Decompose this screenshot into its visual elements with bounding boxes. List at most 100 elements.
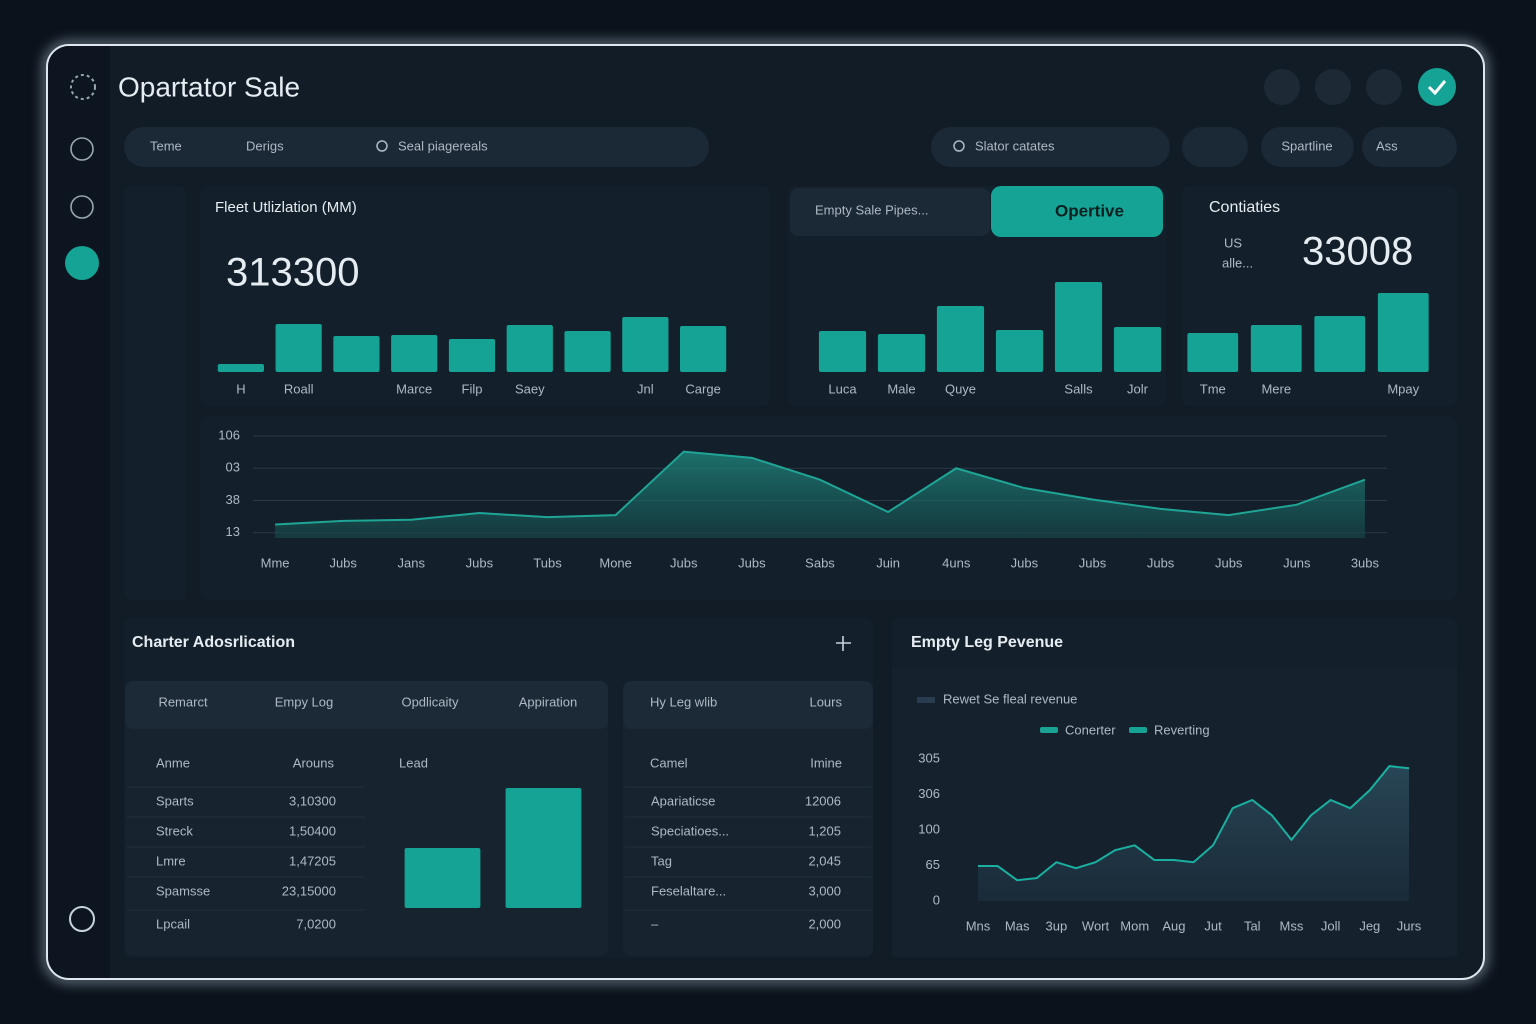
cell: 2,045 <box>808 853 841 868</box>
tab[interactable]: Teme <box>150 138 182 153</box>
column-header: Appiration <box>519 694 578 709</box>
cell: Sparts <box>156 793 194 808</box>
x-tick-label: Tal <box>1244 918 1261 933</box>
x-tick-label: Jubs <box>1147 555 1175 570</box>
clock-icon[interactable] <box>70 195 94 219</box>
cell: Feselaltare... <box>651 883 726 898</box>
x-tick-label: Mss <box>1280 918 1304 933</box>
y-tick-label: 38 <box>226 492 240 507</box>
x-tick-label: Carge <box>685 381 720 396</box>
bar <box>680 326 727 372</box>
cell: Tag <box>651 853 672 868</box>
x-tick-label: Jubs <box>738 555 766 570</box>
x-tick-label: Jubs <box>670 555 698 570</box>
search-button[interactable] <box>1182 127 1248 167</box>
bar <box>448 339 496 372</box>
x-tick-label: Salls <box>1064 381 1093 396</box>
x-tick-label: Mom <box>1120 918 1149 933</box>
add-button[interactable] <box>836 636 851 651</box>
x-tick-label: Saey <box>515 381 545 396</box>
confirm-button[interactable] <box>1418 68 1456 106</box>
search-input[interactable]: Slator catates <box>975 138 1055 153</box>
x-tick-label: Juns <box>1283 555 1311 570</box>
list-button[interactable] <box>1264 69 1300 105</box>
tab[interactable]: Derigs <box>246 138 284 153</box>
filter-bar[interactable] <box>124 127 709 167</box>
bar <box>1187 333 1239 372</box>
legend-label: Conerter <box>1065 722 1116 737</box>
table-card <box>623 681 873 956</box>
bar <box>333 336 380 372</box>
x-tick-label: Jeg <box>1359 918 1380 933</box>
subheader: Lead <box>399 755 428 770</box>
x-tick-label: Tme <box>1200 381 1226 396</box>
x-tick-label: Roall <box>284 381 314 396</box>
tab[interactable] <box>790 188 990 236</box>
x-tick-label: Mpay <box>1387 381 1419 396</box>
y-tick-label: 0 <box>933 892 940 907</box>
app-title: Opartator Sale <box>118 71 300 102</box>
f-button[interactable] <box>1315 69 1351 105</box>
settings-button[interactable] <box>1366 69 1402 105</box>
bar <box>995 330 1044 372</box>
column-header: Remarct <box>158 694 208 709</box>
active-icon[interactable] <box>65 246 99 280</box>
y-tick-label: 03 <box>226 460 240 475</box>
fleet-card <box>200 186 770 406</box>
y-tick-label: 306 <box>918 786 940 801</box>
cell: Lpcail <box>156 916 190 931</box>
y-tick-label: 13 <box>226 524 240 539</box>
subheader: Imine <box>810 755 842 770</box>
line <box>275 450 1366 526</box>
search-box[interactable] <box>931 127 1170 167</box>
legend-swatch <box>917 697 935 703</box>
x-tick-label: Jurs <box>1397 918 1422 933</box>
card-title: Contiaties <box>1209 199 1280 216</box>
bar <box>1377 293 1429 372</box>
side-card <box>124 186 186 600</box>
legend-title: Rewet Se fleal revenue <box>943 691 1077 706</box>
cell: Spamsse <box>156 883 210 898</box>
card-title: Empty Leg Pevenue <box>911 634 1063 651</box>
kpi-value: 33008 <box>1302 230 1413 274</box>
dropdown[interactable] <box>1362 127 1457 167</box>
cell: – <box>651 916 659 931</box>
bar <box>1113 327 1162 372</box>
legend-label: Reverting <box>1154 722 1210 737</box>
x-tick-label: Luca <box>828 381 857 396</box>
cell: Lmre <box>156 853 186 868</box>
x-tick-label: Jans <box>398 555 426 570</box>
y-tick-label: 106 <box>218 427 240 442</box>
x-tick-label: Jubs <box>1215 555 1243 570</box>
info-icon[interactable] <box>70 137 94 161</box>
tab-label[interactable]: Empty Sale Pipes... <box>815 202 928 217</box>
logo <box>70 74 96 100</box>
search-input[interactable]: Seal piagereals <box>398 138 488 153</box>
button-label[interactable]: Opertive <box>1055 201 1124 220</box>
x-tick-label: Mns <box>966 918 991 933</box>
button[interactable] <box>1261 127 1354 167</box>
bar <box>936 306 985 372</box>
note-label: alle... <box>1222 255 1253 270</box>
dropdown-label[interactable]: Ass <box>1376 138 1398 153</box>
x-tick-label: Sabs <box>805 555 835 570</box>
primary-button[interactable] <box>991 186 1163 237</box>
x-tick-label: Mere <box>1261 381 1291 396</box>
refresh-icon[interactable] <box>69 906 95 932</box>
table-header <box>125 681 608 729</box>
bar <box>217 364 264 372</box>
cell: Streck <box>156 823 193 838</box>
x-tick-label: Jubs <box>466 555 494 570</box>
y-tick-label: 305 <box>918 750 940 765</box>
cell: 23,15000 <box>282 883 336 898</box>
y-tick-label: 65 <box>926 857 940 872</box>
cell: Apariaticse <box>651 793 715 808</box>
y-tick-label: 100 <box>918 821 940 836</box>
bar <box>391 335 438 372</box>
legend-swatch <box>1040 727 1058 733</box>
button-label[interactable]: Spartline <box>1281 138 1332 153</box>
bar <box>564 331 611 372</box>
x-tick-label: 3ubs <box>1351 555 1380 570</box>
unit-label: US <box>1224 235 1242 250</box>
